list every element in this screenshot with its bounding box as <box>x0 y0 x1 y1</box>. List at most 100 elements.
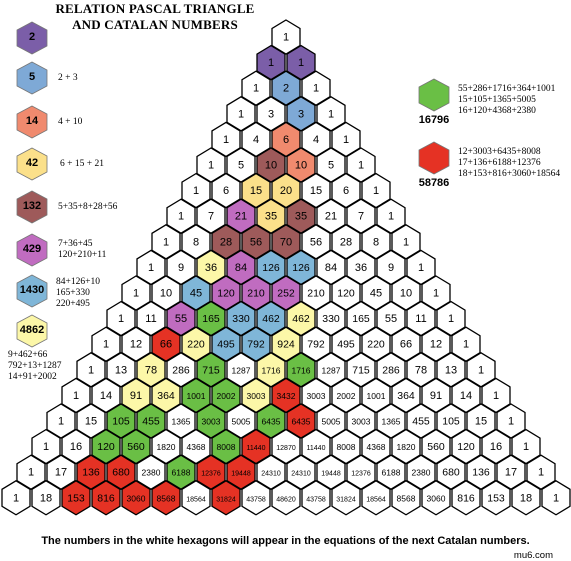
pascal-hexagon: 43758 <box>301 480 331 516</box>
equation-line: 55+286+1716+364+1001 <box>458 84 556 94</box>
pascal-value: 7 <box>358 211 364 223</box>
pascal-value: 2002 <box>217 391 236 401</box>
hexagon-shape <box>16 454 46 490</box>
hexagon-shape <box>301 326 331 362</box>
pascal-hexagon: 91 <box>121 377 151 414</box>
pascal-value: 78 <box>415 364 427 376</box>
catalan-number: 2 <box>28 31 36 43</box>
pascal-value: 2 <box>283 83 289 95</box>
pascal-value: 1 <box>313 83 319 95</box>
hexagon-shape <box>136 300 166 337</box>
pascal-hexagon: 165 <box>346 300 376 337</box>
hexagon-shape <box>451 326 481 362</box>
pascal-value: 1 <box>73 390 79 402</box>
pascal-hexagon: 14 <box>91 377 121 414</box>
diagram-title: RELATION PASCAL TRIANGLE AND CATALAN NUM… <box>36 1 274 33</box>
hexagon-shape <box>286 249 316 286</box>
pascal-hexagon: 55 <box>376 300 406 337</box>
catalan-equation: 4 + 10 <box>58 117 82 128</box>
pascal-value: 816 <box>457 492 475 504</box>
pascal-value: 680 <box>112 467 130 479</box>
hexagon-shape <box>376 352 406 388</box>
pascal-value: 5005 <box>322 417 341 427</box>
pascal-hexagon: 1 <box>301 70 331 106</box>
pascal-hexagon: 7 <box>346 198 376 234</box>
pascal-hexagon: 6435 <box>256 403 286 439</box>
hexagon-shape <box>61 428 91 465</box>
hexagon-shape <box>361 224 391 260</box>
hexagon-shape <box>166 352 196 388</box>
hexagon-shape <box>181 480 211 516</box>
pascal-value: 2380 <box>142 468 161 478</box>
hexagon-shape <box>1 480 31 516</box>
hexagon-shape <box>421 428 451 465</box>
pascal-value: 3432 <box>277 391 296 401</box>
pascal-hexagon: 1 <box>226 96 256 132</box>
pascal-hexagon: 16 <box>481 428 511 465</box>
pascal-hexagon: 816 <box>451 480 481 516</box>
hexagon-shape <box>391 224 421 260</box>
pascal-hexagon: 8008 <box>331 428 361 465</box>
hexagon-shape <box>121 377 151 414</box>
hexagon-shape <box>436 300 466 337</box>
pascal-hexagon: 6188 <box>166 454 196 490</box>
pascal-value: 31824 <box>216 496 236 503</box>
pascal-hexagon: 43758 <box>241 480 271 516</box>
hexagon-shape <box>316 198 346 234</box>
pascal-hexagon: 7 <box>196 198 226 234</box>
hexagon-shape <box>286 44 316 81</box>
pascal-value: 45 <box>190 288 202 300</box>
pascal-hexagon: 8 <box>181 224 211 260</box>
hexagon-shape <box>271 377 301 414</box>
hexagon-shape <box>106 352 136 388</box>
pascal-value: 1 <box>178 211 184 223</box>
pascal-value: 495 <box>217 339 235 351</box>
catalan-equation: 55+286+1716+364+1001 15+105+1365+5005 16+1… <box>458 84 555 117</box>
pascal-hexagon: 5 <box>226 147 256 183</box>
hexagon-shape <box>421 326 451 362</box>
pascal-value: 3003 <box>307 391 326 401</box>
pascal-hexagon: 11 <box>406 300 436 337</box>
pascal-value: 495 <box>337 339 355 351</box>
legend-hexagon-shape <box>16 314 48 348</box>
pascal-hexagon: 13 <box>436 352 466 388</box>
pascal-value: 153 <box>487 492 505 504</box>
hexagon-shape <box>226 96 256 132</box>
hexagon-shape <box>46 403 76 439</box>
pascal-hexagon: 78 <box>406 352 436 388</box>
equation-line: 7+36+45 <box>58 239 93 249</box>
pascal-value: 13 <box>445 364 457 376</box>
pascal-hexagon: 1 <box>211 121 241 158</box>
hexagon-shape <box>316 147 346 183</box>
pascal-value: 7 <box>208 211 214 223</box>
pascal-hexagon: 2002 <box>331 377 361 414</box>
pascal-hexagon: 84 <box>316 249 346 286</box>
pascal-value: 105 <box>442 416 460 428</box>
hexagon-shape <box>106 454 136 490</box>
pascal-hexagon: 210 <box>241 275 271 311</box>
hexagon-shape <box>286 96 316 132</box>
pascal-hexagon: 1 <box>346 147 376 183</box>
pascal-hexagon: 11440 <box>301 428 331 465</box>
hexagon-shape <box>181 428 211 465</box>
hexagon-shape <box>106 403 136 439</box>
pascal-value: 120 <box>97 441 115 453</box>
pascal-hexagon: 3003 <box>241 377 271 414</box>
pascal-value: 364 <box>157 390 175 402</box>
pascal-value: 10 <box>265 160 277 172</box>
legend-hexagon <box>16 190 48 224</box>
pascal-value: 3003 <box>202 417 221 427</box>
pascal-hexagon: 1 <box>1 480 31 516</box>
pascal-hexagon: 252 <box>271 275 301 311</box>
pascal-hexagon: 35 <box>286 198 316 234</box>
pascal-hexagon: 2002 <box>211 377 241 414</box>
pascal-hexagon: 36 <box>196 249 226 286</box>
pascal-value: 45 <box>370 288 382 300</box>
pascal-hexagon: 1 <box>136 249 166 286</box>
pascal-hexagon: 126 <box>256 249 286 286</box>
pascal-hexagon: 1 <box>61 377 91 414</box>
pascal-value: 19448 <box>231 471 251 478</box>
pascal-value: 1287 <box>232 365 251 375</box>
hexagon-shape <box>256 352 286 388</box>
pascal-value: 18564 <box>366 496 386 503</box>
